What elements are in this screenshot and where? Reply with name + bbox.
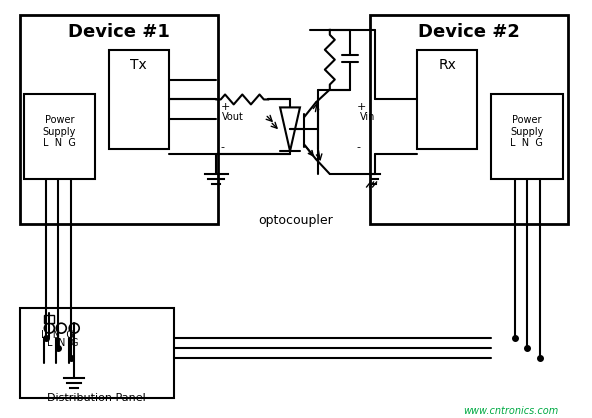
Text: Distribution Panel: Distribution Panel: [47, 393, 146, 403]
Bar: [20, 15, 218, 224]
Text: Rx: Rx: [438, 58, 456, 71]
Text: +: +: [356, 102, 366, 112]
Text: optocoupler: optocoupler: [259, 214, 333, 227]
Text: G: G: [70, 338, 78, 348]
Bar: [20, 308, 173, 398]
Bar: [24, 94, 95, 179]
Bar: [44, 315, 54, 323]
Bar: [369, 15, 568, 224]
Text: +: +: [220, 102, 230, 112]
Text: Power
Supply
L  N  G: Power Supply L N G: [43, 115, 76, 148]
Bar: [109, 50, 169, 149]
Text: Vin: Vin: [360, 112, 375, 122]
Text: -: -: [220, 142, 224, 152]
Bar: [491, 94, 562, 179]
Text: N: N: [57, 338, 65, 348]
Text: www.cntronics.com: www.cntronics.com: [464, 406, 558, 416]
Text: Vout: Vout: [223, 112, 244, 122]
Text: L: L: [47, 338, 52, 348]
Text: Power
Supply
L  N  G: Power Supply L N G: [510, 115, 543, 148]
Text: Tx: Tx: [130, 58, 147, 71]
Text: -: -: [356, 142, 361, 152]
Text: L  N  G: L N G: [41, 330, 74, 340]
Text: Device #1: Device #1: [68, 23, 170, 41]
Bar: [417, 50, 477, 149]
Text: Device #2: Device #2: [418, 23, 520, 41]
